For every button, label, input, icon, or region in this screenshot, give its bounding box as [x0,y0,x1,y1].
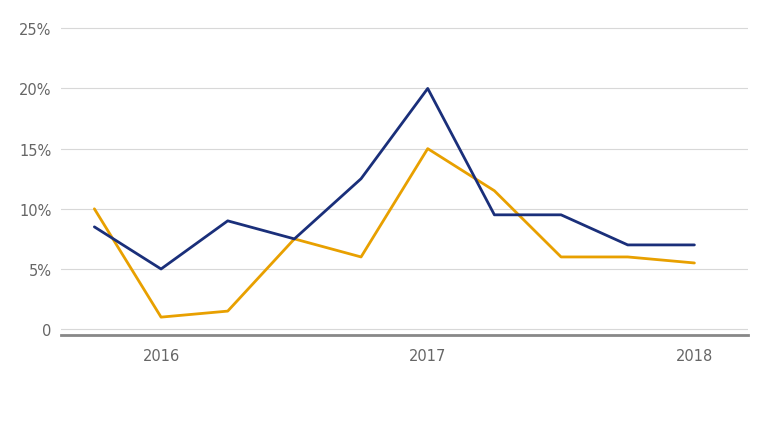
Long-haul [690,261,699,266]
Long-haul [490,189,499,194]
Short-haul [490,213,499,218]
Short-haul [690,243,699,248]
Short-haul [90,225,99,230]
Long-haul [423,147,433,152]
Short-haul [423,87,433,92]
Short-haul [356,177,365,182]
Long-haul [290,237,299,242]
Short-haul [556,213,565,218]
Long-haul [356,255,365,260]
Line: Short-haul: Short-haul [95,89,694,269]
Long-haul [156,315,166,320]
Long-haul [556,255,565,260]
Short-haul [290,237,299,242]
Short-haul [623,243,633,248]
Short-haul [223,219,232,224]
Long-haul [223,309,232,314]
Line: Long-haul: Long-haul [95,149,694,317]
Short-haul [156,267,166,272]
Long-haul [90,207,99,212]
Long-haul [623,255,633,260]
